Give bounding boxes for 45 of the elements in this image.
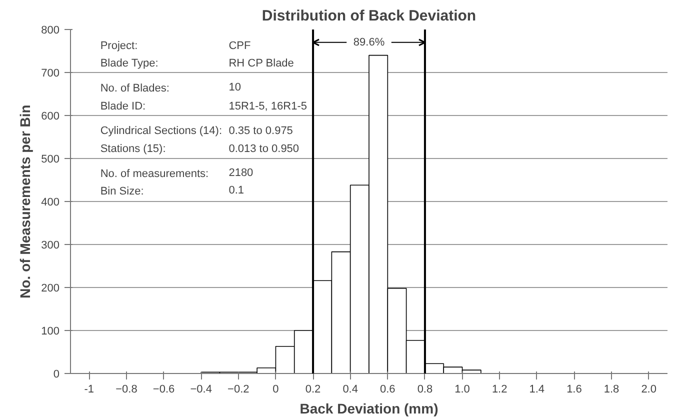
chart-title: Distribution of Back Deviation: [262, 8, 476, 24]
y-tick-label: 700: [41, 68, 60, 80]
y-tick-label: 0: [53, 368, 60, 380]
x-tick-label: −0.4: [190, 384, 212, 396]
x-tick-label: 0.6: [380, 384, 396, 396]
y-axis-title: No. of Measurements per Bin: [17, 104, 34, 298]
annotation: 0.013 to 0.950: [228, 143, 300, 156]
x-tick-label: −0.6: [152, 384, 175, 396]
annotation: 10: [228, 81, 241, 94]
y-tick-label: 100: [41, 326, 60, 338]
annotation: 2180: [228, 166, 254, 179]
x-tick-label: 1.0: [454, 384, 470, 396]
y-tick-label: 200: [41, 282, 60, 294]
x-tick-label: −0.8: [116, 384, 138, 396]
annotation: Blade Type:: [100, 58, 158, 70]
annotation: Blade ID:: [100, 100, 146, 112]
y-tick-label: 400: [41, 196, 60, 208]
annotation: CPF: [228, 40, 251, 52]
annotation: 89.6%: [353, 36, 385, 48]
y-tick-label: 800: [41, 24, 60, 36]
x-tick-label: 0.8: [417, 384, 433, 396]
annotation: 0.35 to 0.975: [228, 125, 293, 138]
x-tick-label: 0.2: [305, 384, 321, 396]
x-tick-label: 1.2: [492, 384, 508, 396]
x-axis-title: Back Deviation (mm): [300, 400, 438, 416]
annotation: 15R1-5, 16R1-5: [228, 100, 307, 112]
y-tick-label: 500: [41, 154, 60, 166]
annotation: Bin Size:: [100, 186, 144, 198]
x-tick-label: 0: [272, 384, 279, 396]
annotation: Stations (15):: [100, 143, 166, 156]
x-tick-label: −0.2: [228, 384, 250, 396]
annotation: Cylindrical Sections (14):: [100, 125, 222, 138]
annotation: 0.1: [228, 184, 244, 197]
x-tick-label: 2.0: [641, 384, 656, 396]
annotation: No. of Blades:: [100, 82, 170, 94]
annotation: No. of measurements:: [100, 168, 209, 180]
x-tick-label: 1.8: [604, 384, 620, 396]
x-tick-label: 0.4: [342, 384, 358, 396]
x-tick-label: -1: [84, 384, 94, 396]
x-tick-label: 1.4: [529, 384, 545, 396]
y-tick-label: 300: [41, 240, 60, 252]
x-tick-label: 1.6: [566, 384, 582, 396]
y-tick-label: 600: [41, 110, 60, 122]
annotation: Project:: [100, 40, 138, 52]
annotation: RH CP Blade: [228, 58, 294, 70]
